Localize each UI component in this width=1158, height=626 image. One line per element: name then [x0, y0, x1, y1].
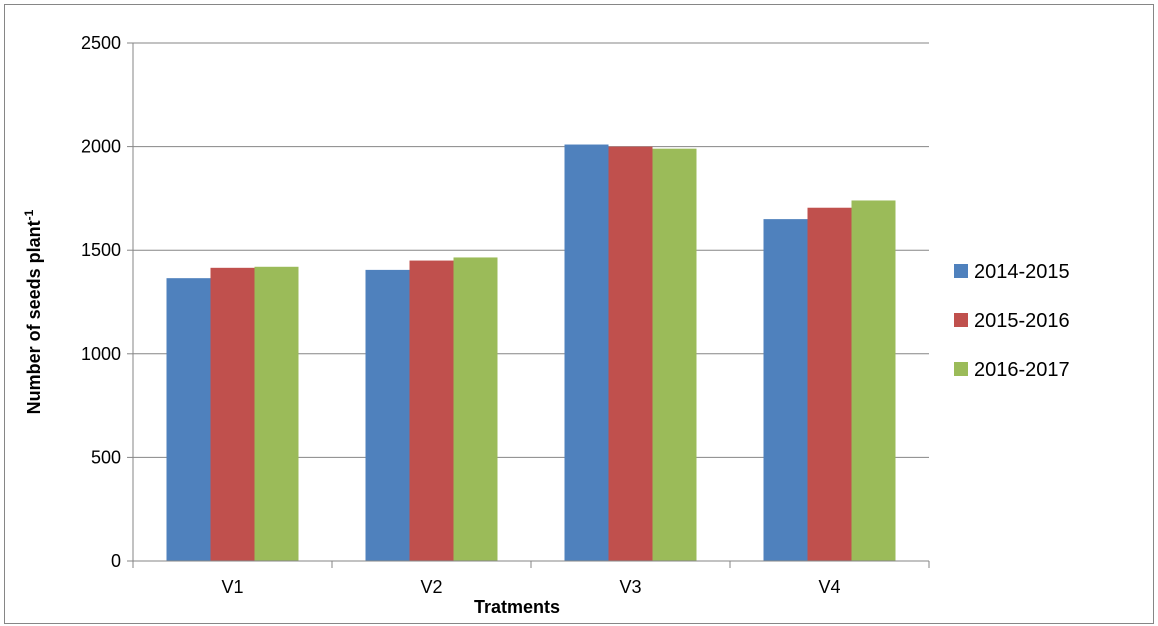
legend: 2014-2015 2015-2016 2016-2017	[954, 261, 1070, 381]
axes: 0 500 1000 1500 2000 2500 V1 V2 V3 V4	[81, 33, 930, 597]
legend-swatch	[954, 362, 968, 376]
x-tick-label: V1	[221, 577, 243, 597]
y-axis-title-superscript: -1	[22, 209, 36, 220]
bar-2015-2016-V2	[409, 260, 454, 561]
legend-swatch	[954, 313, 968, 327]
y-tick-label: 2500	[81, 33, 121, 53]
bars	[166, 144, 896, 562]
bar-2016-2017-V4	[851, 200, 896, 562]
bar-2014-2015-V3	[564, 144, 609, 561]
bar-2014-2015-V4	[763, 219, 808, 561]
legend-swatch	[954, 264, 968, 278]
bar-2015-2016-V4	[807, 207, 852, 561]
x-tick-label: V4	[818, 577, 840, 597]
y-tick-label: 2000	[81, 137, 121, 157]
bar-2014-2015-V1	[166, 278, 211, 561]
x-axis-title: Tratments	[474, 597, 560, 617]
x-tick-label: V2	[420, 577, 442, 597]
bar-2015-2016-V3	[608, 146, 653, 561]
y-tick-label: 1500	[81, 240, 121, 260]
x-tick-label: V3	[619, 577, 641, 597]
legend-label: 2015-2016	[974, 310, 1070, 332]
y-axis-title: Number of seeds plant-1	[22, 209, 44, 414]
bar-2016-2017-V1	[254, 266, 299, 561]
bar-2014-2015-V2	[365, 269, 410, 561]
y-axis-title-main: Number of seeds plant	[24, 220, 44, 414]
y-tick-label: 500	[91, 447, 121, 467]
y-tick-label: 0	[111, 551, 121, 571]
bar-2016-2017-V2	[453, 257, 498, 561]
y-tick-label: 1000	[81, 344, 121, 364]
legend-label: 2016-2017	[974, 359, 1070, 381]
bar-2015-2016-V1	[210, 267, 255, 561]
legend-label: 2014-2015	[974, 261, 1070, 283]
bar-2016-2017-V3	[652, 148, 697, 561]
